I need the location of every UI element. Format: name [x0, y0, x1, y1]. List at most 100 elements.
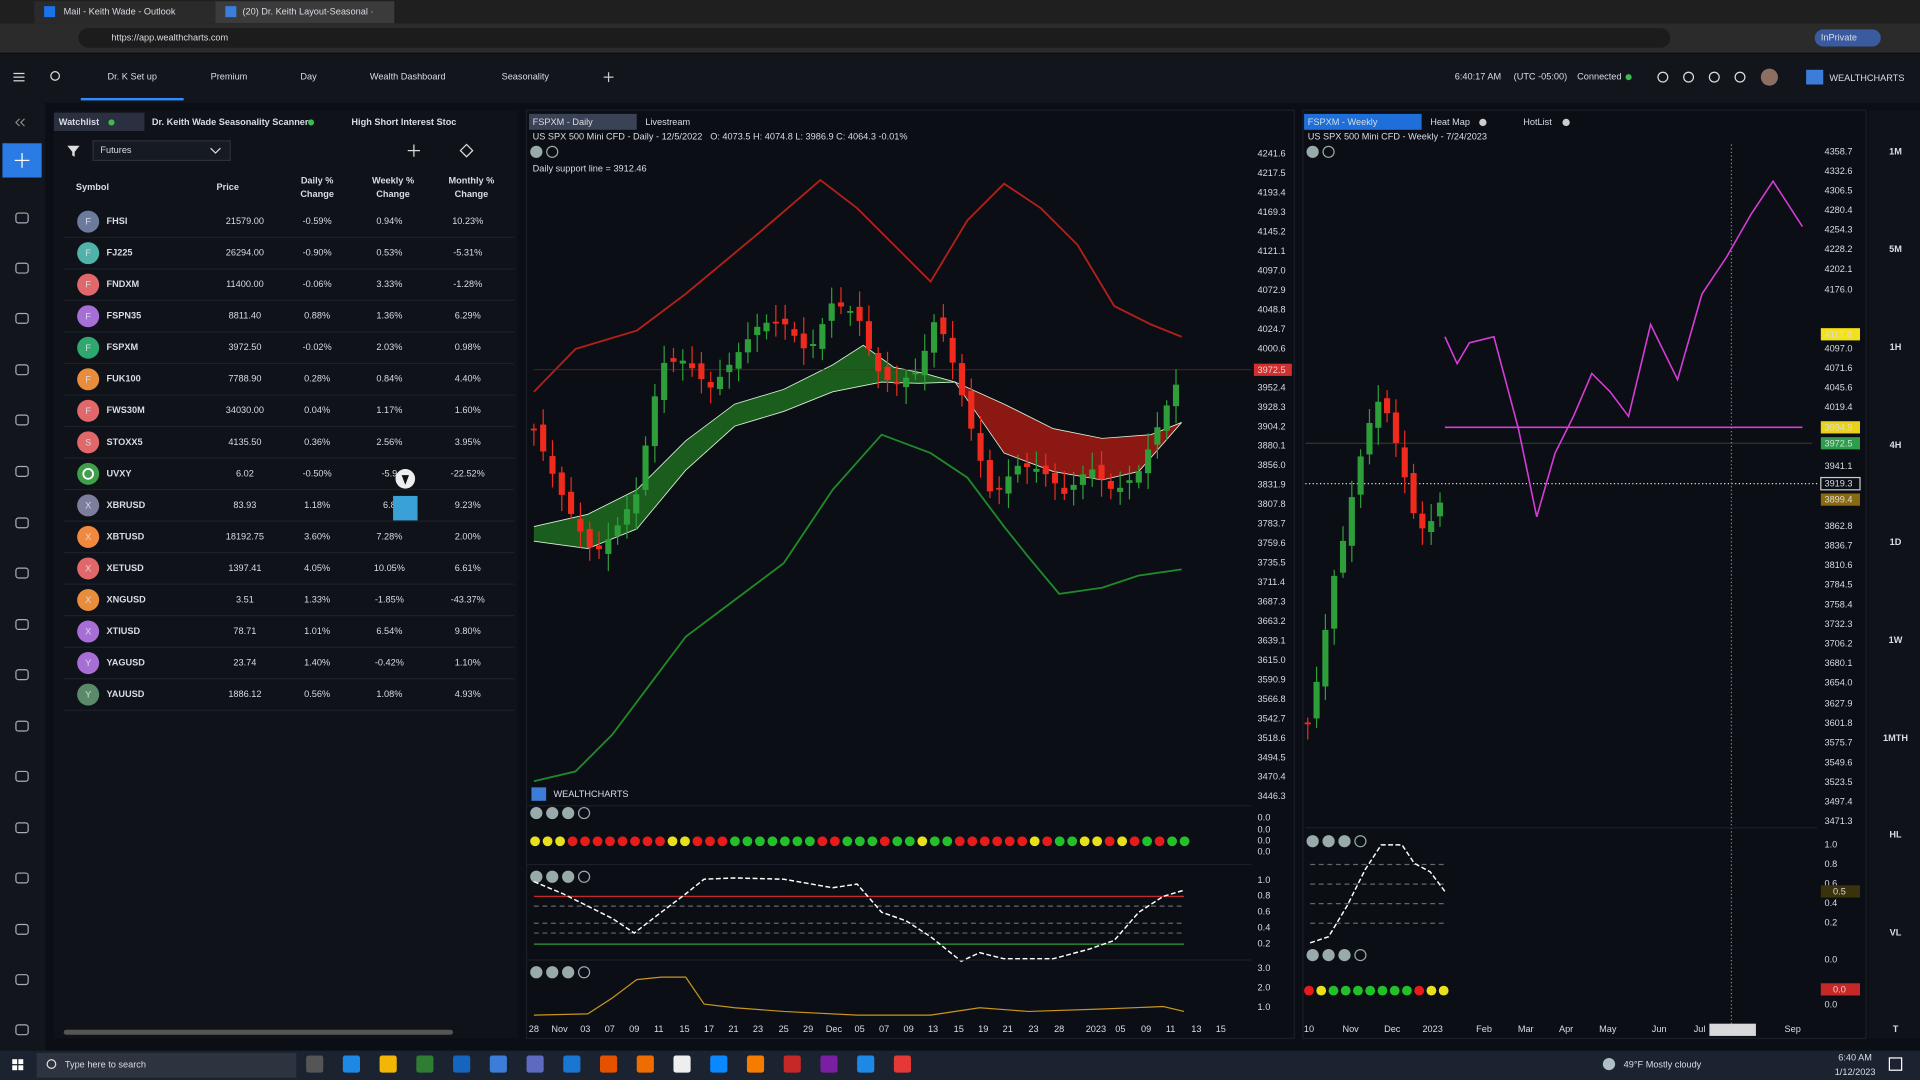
tab-title[interactable]: (20) Dr. Keith Layout-Seasonal · — [242, 7, 373, 17]
taskbar-app[interactable] — [673, 1055, 691, 1073]
taskbar-app[interactable] — [306, 1055, 324, 1073]
chart-tab[interactable]: Heat Map — [1430, 117, 1470, 127]
tool-icon[interactable] — [15, 669, 29, 681]
taskbar-app[interactable] — [600, 1055, 618, 1073]
header-icon[interactable] — [1683, 71, 1695, 83]
search-icon[interactable] — [50, 71, 60, 81]
tool-icon[interactable] — [15, 567, 29, 579]
panel-control[interactable] — [562, 806, 575, 820]
panel-control[interactable] — [1354, 948, 1367, 962]
tool-icon[interactable] — [15, 517, 29, 529]
timeframe-button[interactable]: 4H — [1890, 440, 1902, 450]
taskbar-app[interactable] — [636, 1055, 654, 1073]
url[interactable]: https://app.wealthcharts.com — [111, 32, 228, 42]
nav-tab[interactable]: Day — [300, 72, 317, 82]
filter-dropdown[interactable] — [92, 140, 231, 162]
symbol[interactable]: YAUUSD — [107, 689, 145, 699]
avatar[interactable] — [1760, 68, 1778, 86]
panel-control[interactable] — [1306, 145, 1319, 158]
panel-control[interactable] — [577, 806, 591, 820]
column-header[interactable]: Daily % — [301, 176, 334, 186]
column-header[interactable]: Price — [217, 182, 239, 192]
taskbar-app[interactable] — [893, 1055, 912, 1073]
timeframe-button[interactable]: 1MTH — [1883, 733, 1908, 743]
taskbar-app[interactable] — [379, 1055, 397, 1073]
taskbar-app[interactable] — [489, 1055, 507, 1073]
timeframe-button[interactable]: 1D — [1890, 537, 1902, 547]
tool-icon[interactable] — [15, 618, 29, 630]
taskbar-app[interactable] — [857, 1055, 875, 1073]
browser-tab[interactable] — [34, 1, 216, 24]
nav-tab[interactable]: Wealth Dashboard — [370, 72, 446, 82]
chart-tab[interactable]: FSPXM - Weekly — [1308, 117, 1378, 127]
chart-tab-active[interactable] — [528, 113, 637, 130]
panel-control[interactable] — [1322, 145, 1335, 158]
tool-icon[interactable] — [15, 822, 29, 834]
symbol[interactable]: STOXX5 — [107, 437, 143, 447]
symbol[interactable]: FWS30M — [107, 405, 146, 415]
taskbar-app[interactable] — [342, 1055, 360, 1073]
panel-control[interactable] — [1322, 835, 1335, 848]
search-box[interactable] — [36, 1053, 297, 1078]
column-header[interactable]: Monthly % — [448, 176, 494, 186]
taskbar-app[interactable] — [453, 1055, 471, 1073]
timeframe-button[interactable]: 1H — [1890, 342, 1902, 352]
column-header[interactable]: Change — [300, 189, 334, 199]
panel-control[interactable] — [546, 966, 559, 979]
panel-control[interactable] — [530, 145, 543, 158]
collapse-left[interactable] — [15, 118, 25, 127]
panel-control[interactable] — [1338, 835, 1351, 848]
tab-title[interactable]: Mail - Keith Wade - Outlook — [64, 7, 176, 17]
symbol[interactable]: FSPXM — [107, 342, 139, 352]
panel-control[interactable] — [562, 966, 575, 979]
panel-control[interactable] — [530, 806, 543, 820]
symbol[interactable]: XNGUSD — [107, 594, 147, 604]
taskbar-app[interactable] — [563, 1055, 581, 1073]
watchlist-tab[interactable]: Dr. Keith Wade Seasonality Scanner — [152, 117, 309, 127]
taskbar-app[interactable] — [526, 1055, 544, 1073]
tool-icon[interactable] — [15, 872, 29, 884]
chart-tab[interactable]: FSPXM - Daily — [533, 117, 594, 127]
panel-control[interactable] — [1322, 948, 1335, 962]
chart-tab[interactable]: Livestream — [645, 117, 690, 127]
timeframe-button[interactable]: T — [1893, 1024, 1899, 1034]
scrollbar[interactable] — [63, 1029, 454, 1035]
url-box[interactable] — [78, 28, 1671, 48]
search-placeholder[interactable]: Type here to search — [65, 1060, 146, 1070]
symbol[interactable]: YAGUSD — [107, 657, 146, 667]
symbol[interactable]: XBRUSD — [107, 500, 146, 510]
panel-control[interactable] — [530, 966, 543, 979]
tool-icon[interactable] — [15, 770, 29, 782]
symbol[interactable]: FJ225 — [107, 248, 133, 258]
symbol[interactable]: XTIUSD — [107, 626, 141, 636]
tool-icon[interactable] — [15, 414, 29, 426]
header-icon[interactable] — [1734, 71, 1746, 83]
panel-control[interactable] — [1306, 948, 1319, 962]
tool-icon[interactable] — [15, 262, 29, 274]
tool-icon[interactable] — [15, 364, 29, 376]
timeframe-button[interactable]: 1M — [1889, 146, 1902, 156]
filter-value[interactable]: Futures — [100, 145, 132, 155]
timeframe-button[interactable]: 5M — [1889, 244, 1902, 254]
chart-tab[interactable]: HotList — [1523, 117, 1552, 127]
header-icon[interactable] — [1657, 71, 1669, 83]
panel-control[interactable] — [546, 870, 559, 883]
symbol[interactable]: FHSI — [107, 216, 128, 226]
panel-control[interactable] — [546, 145, 559, 158]
symbol[interactable]: XETUSD — [107, 563, 145, 573]
symbol[interactable]: UVXY — [107, 468, 132, 478]
nav-tab[interactable]: Dr. K Set up — [108, 72, 157, 82]
tool-icon[interactable] — [15, 974, 29, 986]
timeframe-button[interactable]: HL — [1889, 830, 1902, 840]
symbol[interactable]: FUK100 — [107, 374, 141, 384]
watchlist-tab[interactable]: High Short Interest Stoc — [351, 117, 456, 127]
symbol[interactable]: XBTUSD — [107, 531, 145, 541]
panel-control[interactable] — [577, 870, 591, 883]
column-header[interactable]: Weekly % — [372, 176, 414, 186]
watchlist-tab[interactable]: Watchlist — [59, 117, 99, 127]
tool-icon[interactable] — [15, 1024, 29, 1036]
taskbar-app[interactable] — [710, 1055, 728, 1073]
tool-icon[interactable] — [15, 312, 29, 324]
symbol[interactable]: FNDXM — [107, 279, 140, 289]
watchlist-tab-active[interactable] — [53, 112, 145, 132]
